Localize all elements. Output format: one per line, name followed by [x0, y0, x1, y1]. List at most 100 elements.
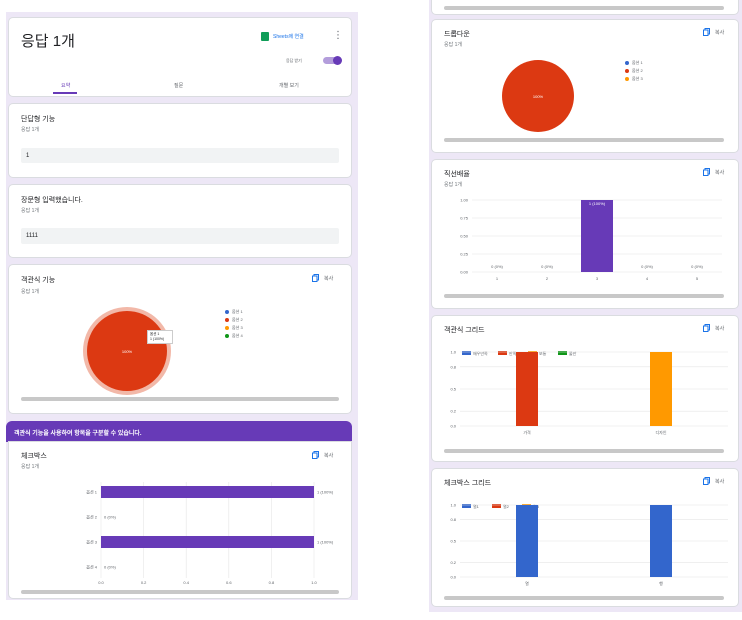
- response-count: 응답 1개: [444, 182, 462, 188]
- bar-value-label: 1 (100%): [589, 201, 606, 206]
- long-answer-card: 장문형 입력했습니다. 응답 1개 1111: [9, 185, 351, 257]
- legend-swatch: [492, 504, 501, 508]
- question-title: 체크박스 그리드: [444, 480, 492, 487]
- more-options-icon[interactable]: ⋮: [333, 30, 343, 41]
- bar-value-label: 0 (0%): [641, 264, 653, 269]
- legend-swatch: [225, 310, 229, 314]
- horizontal-scrollbar[interactable]: [21, 397, 339, 401]
- y-tick-label: 옵션 3: [86, 539, 97, 545]
- copy-icon[interactable]: [703, 477, 710, 485]
- response-count: 응답 1개: [21, 127, 39, 133]
- page-title: 응답 1개: [21, 33, 75, 50]
- copy-icon[interactable]: [703, 28, 710, 36]
- legend-label: 옵션 1: [232, 309, 243, 314]
- y-tick-label: 옵션 2: [86, 514, 97, 520]
- bar-value-label: 1 (100%): [317, 490, 334, 495]
- legend-swatch: [625, 61, 629, 65]
- x-tick-label: 1: [496, 276, 499, 281]
- legend-label: 열1: [473, 503, 480, 509]
- legend-label: 옵션 2: [232, 317, 243, 322]
- legend-item: 옵션 1: [625, 60, 643, 66]
- response-count: 응답 1개: [21, 289, 39, 295]
- bar: [650, 352, 672, 426]
- tab-individual[interactable]: 개별 보기: [279, 83, 299, 89]
- linear-scale-bar-chart: 0.00 0.25 0.50 0.75 1.00 0 (0%) 1 0 (0%) 2 1 (100…: [460, 198, 722, 281]
- horizontal-scrollbar[interactable]: [444, 6, 724, 10]
- bar-value-label: 0 (0%): [541, 264, 553, 269]
- horizontal-scrollbar[interactable]: [444, 294, 724, 298]
- copy-icon[interactable]: [703, 168, 710, 176]
- x-tick-label: 0.8: [269, 580, 275, 585]
- previous-card-bottom: [432, 0, 738, 14]
- copy-label: 복사: [715, 479, 725, 485]
- x-tick-label: 디자인: [655, 429, 666, 435]
- y-tick-label: 0.2: [450, 409, 456, 414]
- bar-value-label: 0 (0%): [691, 264, 703, 269]
- legend-swatch: [625, 69, 629, 73]
- y-tick-label: 옵션 1: [86, 489, 97, 495]
- copy-label: 복사: [715, 30, 725, 36]
- legend-item: 옵션 3: [625, 76, 643, 82]
- y-tick-label: 0.25: [460, 252, 469, 257]
- legend-swatch: [462, 504, 471, 508]
- multiple-choice-grid-card: 객관식 그리드 복사 매우만족 만족 보통 불만 0.0 0.2 0.5 0.8 1.0 가격 디자…: [432, 316, 738, 461]
- y-tick-label: 0.0: [450, 424, 456, 429]
- legend-label: 옵션 1: [632, 60, 643, 65]
- legend-label: 불만: [569, 350, 577, 356]
- question-title: 장문형 입력했습니다.: [21, 197, 83, 204]
- tooltip-line-2: 1 (100%): [150, 337, 165, 341]
- x-tick-label: 가격: [523, 429, 531, 435]
- checkbox-bar-chart: 0.0 0.2 0.4 0.6 0.8 1.0 옵션 1 1 (100%) 옵션 2 0 (0%)…: [86, 482, 334, 585]
- tab-summary[interactable]: 요약: [61, 83, 71, 89]
- legend-label: 열2: [503, 503, 510, 509]
- tooltip-line-1: 옵션 1: [150, 332, 160, 336]
- x-tick-label: 3: [596, 276, 599, 281]
- x-tick-label: 2: [546, 276, 549, 281]
- summary-header-card: 응답 1개 Sheets에 연결 ⋮ 응답 받기 요약 질문 개별 보기: [9, 18, 351, 96]
- bar-value-label: 0 (0%): [104, 565, 116, 570]
- section-banner: 객관식 기능을 사용하여 항목을 구분할 수 있습니다.: [6, 421, 352, 442]
- horizontal-scrollbar[interactable]: [444, 449, 724, 453]
- tab-questions[interactable]: 질문: [174, 83, 184, 89]
- copy-icon[interactable]: [703, 324, 710, 332]
- y-tick-label: 0.2: [450, 560, 456, 565]
- bar-value-label: 0 (0%): [491, 264, 503, 269]
- question-title: 객관식 그리드: [444, 327, 485, 334]
- y-tick-label: 1.0: [450, 350, 456, 355]
- bar: [516, 352, 538, 426]
- horizontal-scrollbar[interactable]: [444, 138, 724, 142]
- checkbox-grid-card: 체크박스 그리드 복사 열1열2열30.00.20.50.81.0열행: [432, 469, 738, 606]
- answer-box: [21, 228, 339, 244]
- copy-icon[interactable]: [312, 274, 319, 282]
- legend-label: 옵션 3: [232, 325, 243, 330]
- legend-item: 옵션 2: [225, 317, 243, 323]
- horizontal-scrollbar[interactable]: [444, 596, 724, 600]
- copy-label: 복사: [324, 276, 334, 282]
- copy-icon[interactable]: [312, 451, 319, 459]
- answer-box: [21, 148, 339, 163]
- pie-chart: 100%: [502, 60, 574, 132]
- y-tick-label: 0.00: [460, 270, 469, 275]
- response-count: 응답 1개: [21, 208, 39, 214]
- question-title: 객관식 기능: [21, 277, 56, 284]
- pie-slice-label: 100%: [533, 94, 544, 99]
- pie-slice-option-2: [502, 60, 574, 132]
- legend-swatch: [498, 351, 507, 355]
- sheets-button[interactable]: Sheets에 연결: [261, 32, 304, 41]
- dropdown-card: 드롭다운 응답 1개 복사 100% 옵션 1 옵션 2 옵션 3: [432, 20, 738, 152]
- grid-bar-chart: 열1열2열30.00.20.50.81.0열행: [450, 503, 728, 586]
- bar: [650, 505, 672, 577]
- y-tick-label: 0.8: [450, 364, 456, 369]
- response-count: 응답 1개: [444, 42, 462, 48]
- accepting-toggle[interactable]: [323, 56, 342, 65]
- x-tick-label: 0.0: [98, 580, 104, 585]
- horizontal-scrollbar[interactable]: [21, 590, 339, 594]
- toggle-knob: [333, 56, 342, 65]
- x-tick-label: 0.2: [141, 580, 147, 585]
- x-tick-label: 1.0: [311, 580, 317, 585]
- legend-item: 옵션 3: [225, 325, 243, 331]
- legend-label: 매우만족: [473, 350, 488, 356]
- legend-label: 만족: [509, 350, 517, 356]
- x-tick-label: 4: [646, 276, 649, 281]
- x-tick-label: 행: [659, 580, 663, 586]
